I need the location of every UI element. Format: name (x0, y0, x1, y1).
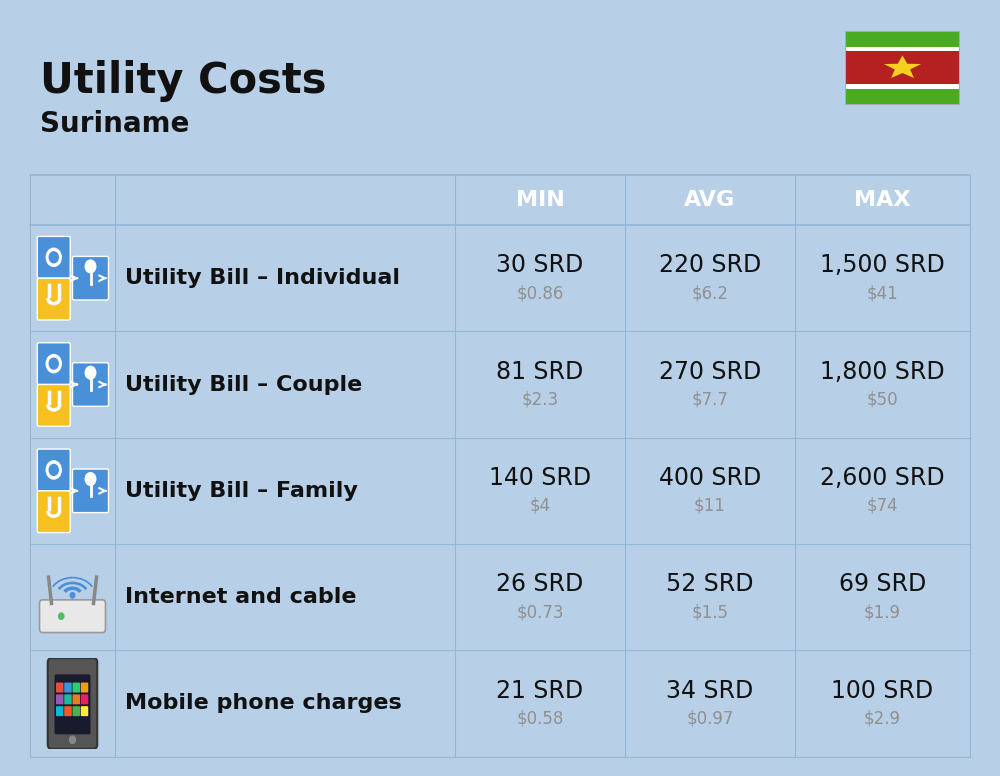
FancyBboxPatch shape (72, 695, 80, 705)
Bar (845, 51, 960, 85)
Circle shape (46, 355, 61, 372)
Text: 2,600 SRD: 2,600 SRD (820, 466, 945, 490)
Text: $6.2: $6.2 (692, 284, 728, 302)
Circle shape (85, 366, 96, 379)
Bar (845, 85, 960, 88)
FancyBboxPatch shape (72, 256, 109, 300)
Text: 220 SRD: 220 SRD (659, 254, 761, 278)
FancyBboxPatch shape (37, 449, 70, 490)
FancyBboxPatch shape (37, 279, 70, 320)
Text: 81 SRD: 81 SRD (496, 360, 584, 384)
Text: 1,500 SRD: 1,500 SRD (820, 254, 945, 278)
Text: 270 SRD: 270 SRD (659, 360, 761, 384)
Text: Internet and cable: Internet and cable (125, 587, 356, 607)
Text: 140 SRD: 140 SRD (489, 466, 591, 490)
Text: 1,800 SRD: 1,800 SRD (820, 360, 945, 384)
PathPatch shape (884, 55, 921, 78)
FancyBboxPatch shape (72, 362, 109, 407)
Text: $1.5: $1.5 (692, 603, 728, 621)
Text: Utility Bill – Couple: Utility Bill – Couple (125, 375, 362, 394)
Circle shape (70, 593, 75, 598)
Text: $2.9: $2.9 (864, 709, 901, 727)
Circle shape (85, 473, 96, 485)
Circle shape (70, 736, 76, 743)
Text: AVG: AVG (684, 190, 736, 210)
FancyBboxPatch shape (37, 385, 70, 426)
Text: MIN: MIN (516, 190, 564, 210)
Text: $0.73: $0.73 (516, 603, 564, 621)
Text: $0.86: $0.86 (516, 284, 564, 302)
FancyBboxPatch shape (56, 706, 64, 716)
Text: Utility Bill – Individual: Utility Bill – Individual (125, 268, 400, 288)
Bar (845, 88, 960, 105)
Text: $41: $41 (867, 284, 898, 302)
FancyBboxPatch shape (37, 343, 70, 385)
FancyBboxPatch shape (64, 706, 72, 716)
FancyBboxPatch shape (39, 600, 106, 632)
Text: $11: $11 (694, 497, 726, 514)
Circle shape (85, 260, 96, 272)
Text: 69 SRD: 69 SRD (839, 573, 926, 597)
FancyBboxPatch shape (64, 683, 72, 692)
Text: 52 SRD: 52 SRD (666, 573, 754, 597)
Text: $7.7: $7.7 (692, 390, 728, 408)
FancyBboxPatch shape (72, 683, 80, 692)
Circle shape (49, 252, 58, 263)
Bar (845, 47, 960, 51)
Circle shape (46, 461, 61, 479)
Text: 100 SRD: 100 SRD (831, 679, 934, 703)
Text: 21 SRD: 21 SRD (496, 679, 584, 703)
Bar (845, 31, 960, 47)
Circle shape (49, 465, 58, 476)
Text: $2.3: $2.3 (521, 390, 559, 408)
FancyBboxPatch shape (56, 695, 64, 705)
Circle shape (59, 613, 64, 619)
FancyBboxPatch shape (81, 683, 88, 692)
Text: Utility Costs: Utility Costs (40, 61, 326, 102)
Text: 30 SRD: 30 SRD (496, 254, 584, 278)
Text: $1.9: $1.9 (864, 603, 901, 621)
FancyBboxPatch shape (54, 674, 91, 734)
FancyBboxPatch shape (72, 706, 80, 716)
FancyBboxPatch shape (64, 695, 72, 705)
FancyBboxPatch shape (37, 491, 70, 532)
Text: MAX: MAX (854, 190, 911, 210)
Text: $4: $4 (529, 497, 551, 514)
Text: Mobile phone charges: Mobile phone charges (125, 694, 402, 713)
Text: 34 SRD: 34 SRD (666, 679, 754, 703)
FancyBboxPatch shape (81, 695, 88, 705)
Text: 26 SRD: 26 SRD (496, 573, 584, 597)
FancyBboxPatch shape (72, 469, 109, 513)
Text: 400 SRD: 400 SRD (659, 466, 761, 490)
Text: Suriname: Suriname (40, 110, 189, 138)
Text: $50: $50 (867, 390, 898, 408)
FancyBboxPatch shape (37, 237, 70, 279)
Circle shape (49, 359, 58, 369)
Text: $0.97: $0.97 (686, 709, 734, 727)
Text: Utility Bill – Family: Utility Bill – Family (125, 481, 358, 501)
Circle shape (46, 248, 61, 266)
FancyBboxPatch shape (56, 683, 64, 692)
FancyBboxPatch shape (48, 658, 97, 749)
Text: $0.58: $0.58 (516, 709, 564, 727)
FancyBboxPatch shape (81, 706, 88, 716)
Text: $74: $74 (867, 497, 898, 514)
